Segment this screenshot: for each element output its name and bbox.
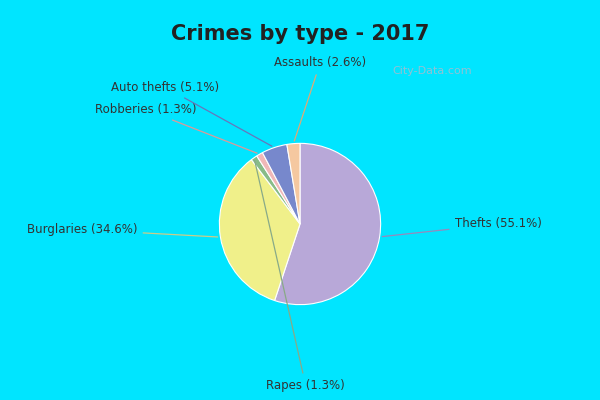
Wedge shape <box>251 156 300 224</box>
Wedge shape <box>275 143 380 305</box>
Text: Thefts (55.1%): Thefts (55.1%) <box>382 218 541 236</box>
Wedge shape <box>220 160 300 300</box>
Wedge shape <box>287 143 300 224</box>
Text: Auto thefts (5.1%): Auto thefts (5.1%) <box>111 81 272 146</box>
Text: Burglaries (34.6%): Burglaries (34.6%) <box>27 223 218 237</box>
Wedge shape <box>262 144 300 224</box>
Text: City-Data.com: City-Data.com <box>392 66 472 76</box>
Text: Assaults (2.6%): Assaults (2.6%) <box>274 56 366 141</box>
Text: Crimes by type - 2017: Crimes by type - 2017 <box>171 24 429 44</box>
Text: Rapes (1.3%): Rapes (1.3%) <box>254 160 345 392</box>
Wedge shape <box>257 153 300 224</box>
Text: Robberies (1.3%): Robberies (1.3%) <box>95 103 257 153</box>
